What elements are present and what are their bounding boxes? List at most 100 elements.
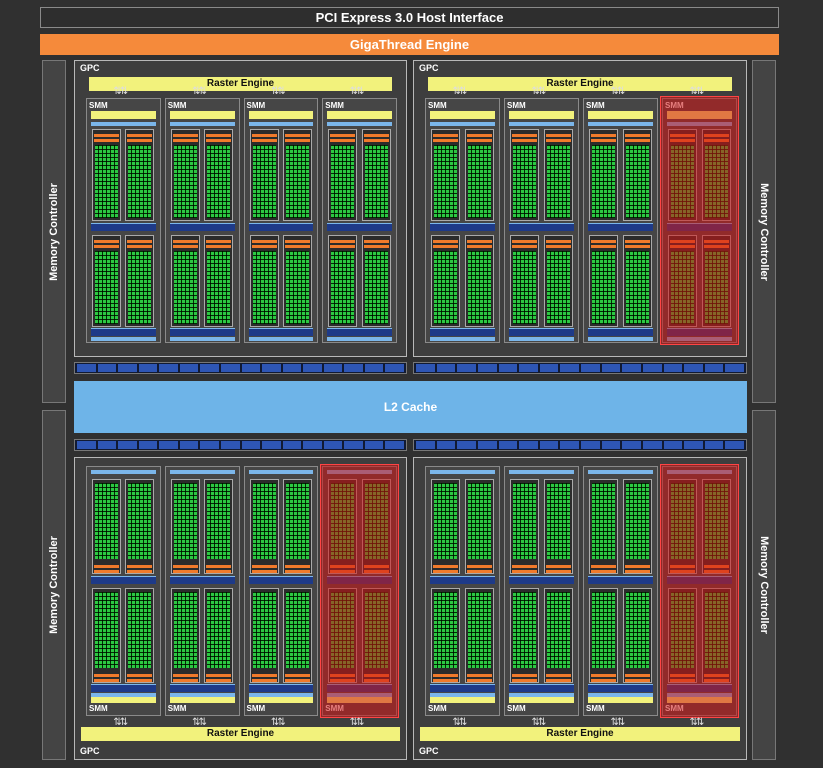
cuda-core-array: [546, 251, 570, 324]
instruction-buffer: [588, 470, 653, 474]
dispatch-unit: [251, 245, 277, 248]
texture-unit-row: [588, 223, 653, 231]
cuda-core-array: [95, 145, 118, 218]
shared-memory-bar: [248, 337, 314, 341]
texture-unit-row: [430, 576, 495, 584]
bus-segment: [364, 364, 384, 372]
dispatch-unit: [172, 565, 198, 568]
dispatch-unit: [94, 679, 119, 682]
data-arrows-icon: ⇅⇅: [689, 717, 705, 728]
bus-segment: [262, 364, 281, 372]
load-store-row: [248, 328, 314, 336]
bus-segment: [323, 441, 343, 449]
bus-segment: [560, 364, 579, 372]
cuda-core-array: [434, 251, 457, 324]
gpc-label: GPC: [80, 63, 100, 73]
data-arrows-icon: ⇅⇅: [610, 86, 626, 97]
processing-block: [204, 235, 234, 327]
dispatch-unit: [251, 139, 277, 142]
shared-memory-bar: [169, 337, 235, 341]
cuda-core-array: [128, 145, 152, 218]
l2-cache: L2 Cache: [74, 381, 747, 433]
bus-segment: [539, 364, 559, 372]
processing-block: [92, 235, 121, 327]
cuda-core-array: [546, 592, 570, 668]
bus-segment: [241, 441, 261, 449]
instruction-cache-bar: [91, 111, 156, 119]
dispatch-unit: [206, 679, 232, 682]
cuda-core-array: [434, 145, 457, 218]
memory-bus-top-left: [74, 362, 407, 374]
memory-controller-top-right: Memory Controller: [752, 60, 776, 403]
cuda-core-array: [173, 483, 197, 559]
data-arrows-icon: ⇅⇅: [531, 717, 547, 728]
dispatch-unit: [591, 245, 616, 248]
smm-label: SMM: [89, 704, 108, 713]
smm-label: SMM: [507, 704, 526, 713]
bus-segment: [581, 364, 600, 372]
cuda-core-array: [95, 592, 118, 668]
cuda-core-array: [285, 483, 309, 559]
smm-label: SMM: [325, 101, 344, 110]
processing-block: [361, 129, 391, 221]
bus-segment: [477, 364, 497, 372]
data-arrows-icon: ⇅⇅: [192, 717, 207, 728]
cuda-core-array: [128, 251, 152, 324]
cuda-core-array: [467, 592, 491, 668]
instruction-buffer: [91, 470, 156, 474]
instruction-buffer: [588, 122, 653, 126]
gpc-label: GPC: [419, 63, 439, 73]
shared-memory-bar: [430, 693, 495, 697]
dispatch-unit: [591, 139, 616, 142]
dispatch-unit: [512, 134, 537, 137]
processing-block: [249, 129, 279, 221]
bus-segment: [622, 364, 641, 372]
cuda-core-array: [331, 251, 355, 324]
dispatch-unit: [284, 679, 310, 682]
smm-4: SMM: [660, 464, 739, 718]
dispatch-unit: [624, 565, 650, 568]
shared-memory-bar: [509, 337, 574, 341]
processing-block: [510, 588, 539, 683]
cuda-core-array: [364, 251, 388, 324]
dispatch-unit: [172, 139, 198, 142]
smm-3: SMM: [583, 98, 658, 343]
dispatch-unit: [94, 134, 119, 137]
cuda-core-array: [467, 483, 491, 559]
smm-4: SMM: [322, 98, 397, 343]
dispatch-unit: [433, 240, 458, 243]
smm-1: SMM: [86, 98, 161, 343]
bus-segment: [138, 364, 158, 372]
processing-block: [543, 129, 573, 221]
smm-1: SMM: [425, 98, 500, 343]
dispatch-unit: [284, 570, 310, 573]
bus-segment: [725, 441, 744, 449]
dispatch-unit: [94, 565, 119, 568]
smm-4: SMM: [660, 96, 739, 345]
load-store-row: [588, 328, 653, 336]
smm-3: SMM: [583, 466, 658, 716]
bus-segment: [282, 441, 302, 449]
bus-segment: [179, 364, 199, 372]
gpc-label: GPC: [419, 746, 439, 756]
shared-memory-bar: [91, 693, 156, 697]
smm-label: SMM: [246, 101, 266, 110]
bus-segment: [601, 441, 621, 449]
bus-segment: [436, 364, 456, 372]
dispatch-unit: [206, 240, 232, 243]
bus-segment: [303, 364, 322, 372]
dispatch-unit: [172, 240, 198, 243]
memory-controller-bottom-right: Memory Controller: [752, 410, 776, 760]
texture-unit-row: [509, 576, 574, 584]
instruction-cache-bar: [91, 695, 156, 703]
bus-segment: [457, 441, 476, 449]
instruction-cache-bar: [588, 695, 653, 703]
cuda-core-array: [173, 145, 197, 218]
data-arrows-icon: ⇅⇅: [610, 717, 626, 728]
data-arrows-icon: ⇅⇅: [113, 86, 128, 97]
memory-controller-label: Memory Controller: [758, 182, 770, 281]
processing-block: [464, 588, 494, 683]
bus-segment: [344, 364, 363, 372]
instruction-buffer: [509, 122, 574, 126]
